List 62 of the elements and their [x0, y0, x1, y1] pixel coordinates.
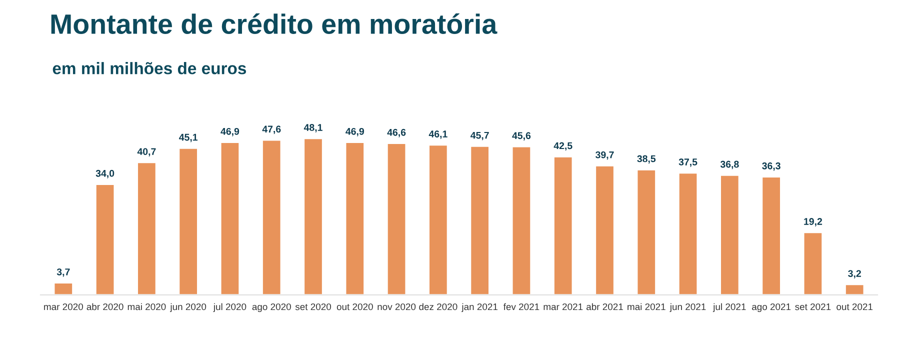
x-tick-label: jan 2021 — [461, 303, 498, 312]
x-tick-label: jul 2021 — [712, 303, 746, 312]
bar — [262, 139, 282, 295]
x-tick-label: mai 2021 — [628, 303, 666, 310]
bar — [94, 184, 116, 295]
bar — [220, 142, 240, 295]
x-tick-label: set 2020 — [295, 303, 331, 310]
data-label: 42,5 — [554, 142, 572, 151]
data-label: 36,3 — [762, 162, 780, 171]
data-label: 38,5 — [637, 155, 656, 164]
data-label: 45,6 — [512, 132, 531, 140]
x-tick-label: mar 2021 — [544, 303, 583, 310]
bar — [678, 172, 698, 295]
x-tick-label: nov 2020 — [378, 303, 416, 310]
bar — [386, 142, 407, 295]
x-tick-label: ago 2020 — [252, 303, 291, 312]
data-label: 46,1 — [428, 130, 448, 139]
data-label: 48,1 — [304, 124, 322, 132]
data-label: 46,6 — [387, 128, 406, 138]
bar — [428, 144, 448, 295]
x-tick-label: jul 2020 — [213, 303, 246, 312]
data-label: 47,6 — [262, 126, 281, 134]
bar — [802, 232, 824, 295]
x-tick-label: out 2021 — [836, 303, 873, 310]
data-label: 46,9 — [220, 128, 240, 136]
x-tick-label: jun 2021 — [670, 303, 706, 312]
x-tick-label: out 2020 — [336, 303, 373, 310]
x-tick-label: abr 2021 — [586, 303, 623, 310]
data-label: 37,5 — [678, 158, 698, 167]
data-label: 40,7 — [137, 148, 156, 156]
data-label: 34,0 — [96, 170, 114, 178]
bar — [136, 162, 157, 295]
bar — [761, 176, 782, 295]
x-tick-label: jun 2020 — [170, 303, 206, 312]
x-tick-label: set 2021 — [795, 303, 831, 310]
x-tick-label: dez 2020 — [419, 303, 458, 310]
x-tick-label: abr 2020 — [86, 303, 124, 310]
bar — [636, 168, 656, 295]
data-label: 3,7 — [56, 268, 70, 277]
bar — [53, 282, 74, 295]
data-label: 36,8 — [720, 160, 739, 170]
bar — [594, 165, 615, 295]
bar — [470, 146, 490, 295]
bar — [720, 174, 740, 295]
data-label: 39,7 — [596, 151, 614, 160]
chart-subtitle: em mil milhões de euros — [52, 62, 246, 74]
data-label: 46,9 — [346, 128, 364, 136]
bar — [844, 284, 865, 295]
bar — [553, 156, 574, 295]
data-label: 19,2 — [804, 218, 822, 226]
data-label: 45,1 — [179, 134, 198, 142]
chart-title: Montante de crédito em moratória — [51, 13, 498, 34]
x-tick-label: mar 2020 — [44, 303, 83, 310]
bar — [178, 147, 198, 295]
bar — [344, 142, 365, 295]
bar — [511, 146, 532, 295]
x-tick-label: ago 2021 — [752, 303, 791, 312]
x-tick-label: fev 2021 — [503, 303, 540, 310]
bar — [303, 138, 324, 295]
data-label: 3,2 — [848, 270, 861, 278]
data-label: 45,7 — [470, 132, 489, 140]
x-tick-label: mai 2020 — [128, 303, 166, 310]
